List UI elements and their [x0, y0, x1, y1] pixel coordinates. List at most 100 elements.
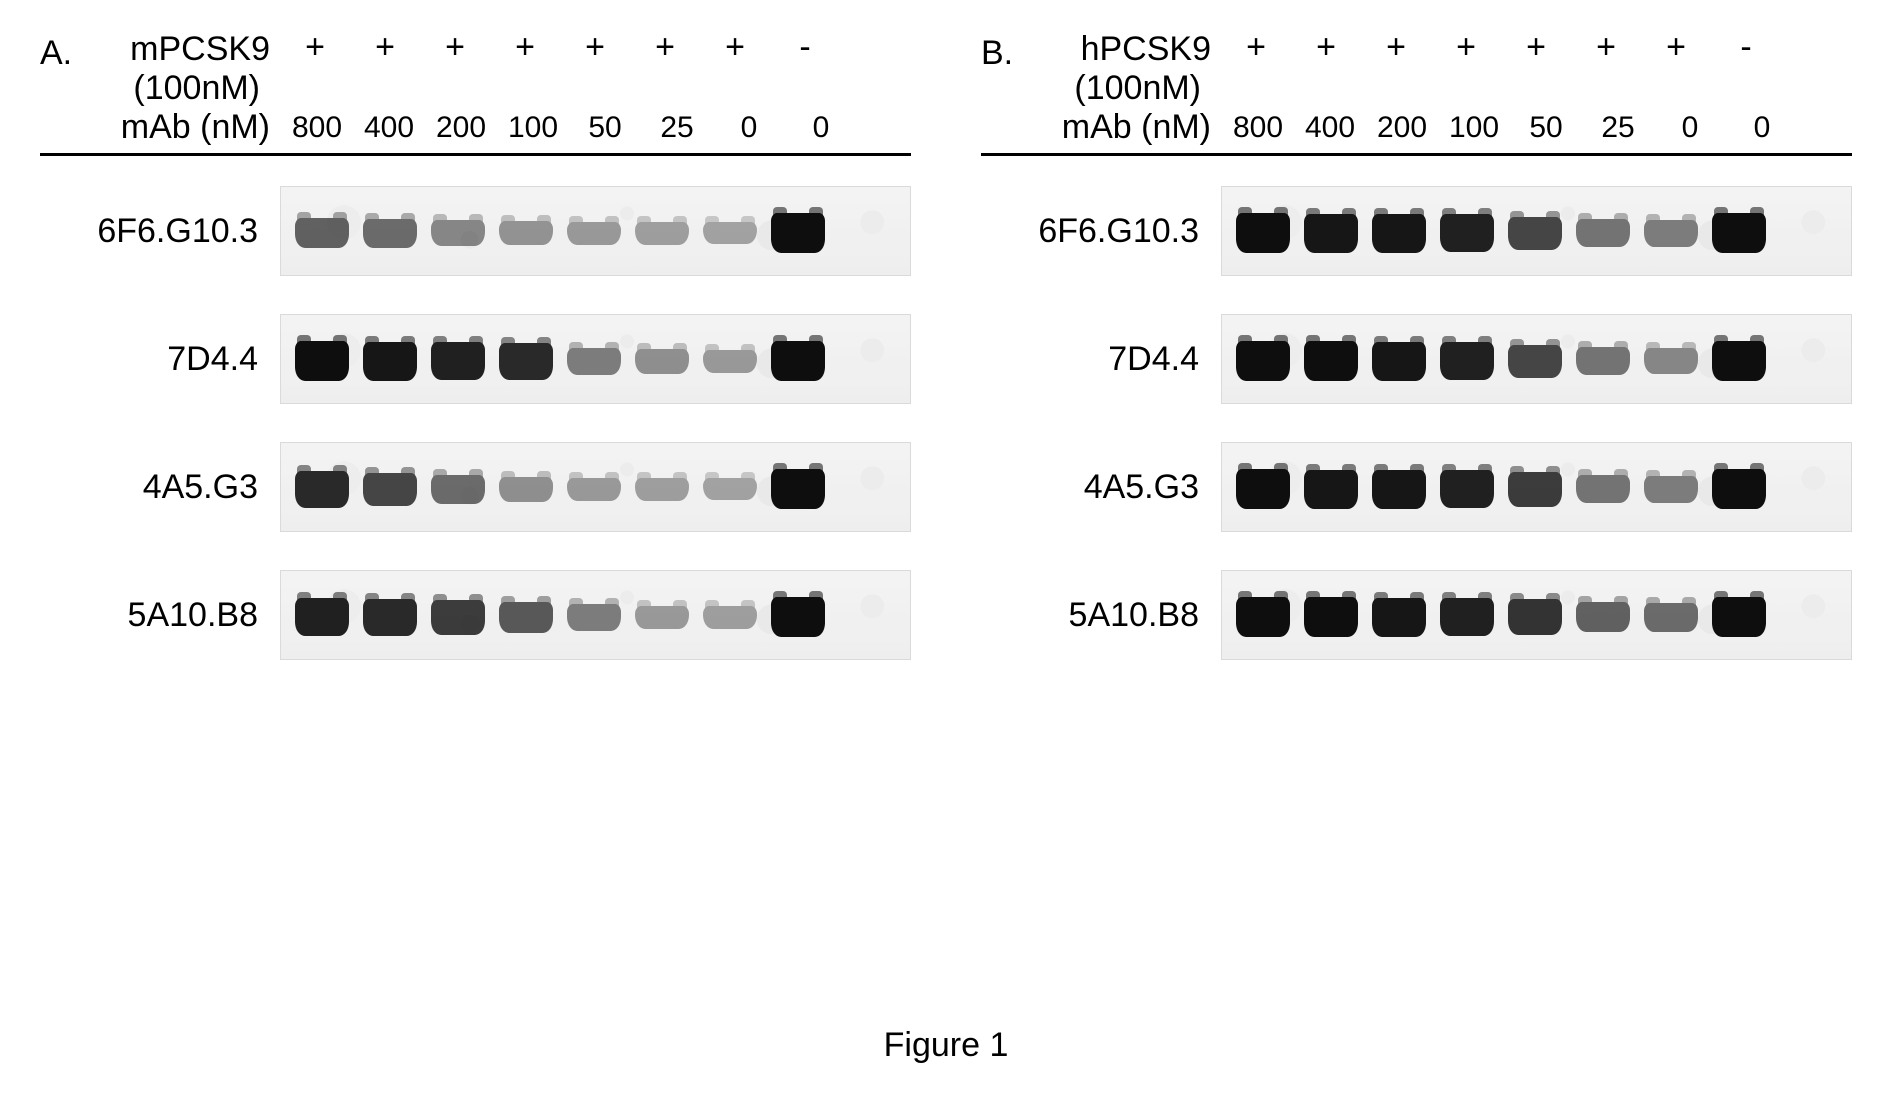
gel-lane [1640, 187, 1702, 275]
gel-lane [1640, 443, 1702, 531]
gel-band [1576, 347, 1630, 375]
gel-lane [1572, 443, 1634, 531]
gel-lane [1708, 571, 1770, 659]
gel-lane [359, 571, 421, 659]
presence-symbol: + [1291, 30, 1361, 64]
presence-symbol: + [1641, 30, 1711, 64]
western-blot-strip [1221, 186, 1852, 276]
gel-band [635, 478, 689, 501]
gel-lane [699, 315, 761, 403]
gel-band [1236, 213, 1290, 253]
gel-band [1236, 469, 1290, 509]
gel-band [1508, 599, 1562, 635]
gel-lane [1436, 187, 1498, 275]
blot-row: 6F6.G10.3 [981, 186, 1852, 276]
mab-concentration: 800 [1223, 113, 1293, 143]
panel-b: B.hPCSK9(100nM)+++++++-mAb (nM)800400200… [981, 30, 1852, 660]
gel-lane [1436, 571, 1498, 659]
gel-band [703, 478, 757, 500]
gel-band [567, 222, 621, 246]
gel-lane [291, 571, 353, 659]
mab-concentration: 800 [282, 113, 352, 143]
protein-label: hPCSK9(100nM) [1011, 30, 1221, 108]
gel-lane [1368, 187, 1430, 275]
gel-lane [631, 315, 693, 403]
western-blot-strip [280, 186, 911, 276]
gel-lane [359, 443, 421, 531]
gel-band [635, 606, 689, 630]
gel-lane [1504, 315, 1566, 403]
gel-band [363, 342, 417, 381]
gel-lane [1708, 443, 1770, 531]
gel-lane [699, 443, 761, 531]
mab-concentration: 0 [1655, 113, 1725, 143]
panels-row: A.mPCSK9(100nM)+++++++-mAb (nM)800400200… [40, 30, 1852, 660]
gel-lane [631, 571, 693, 659]
antibody-label: 5A10.B8 [981, 596, 1221, 635]
gel-lane [1368, 315, 1430, 403]
western-blot-strip [1221, 442, 1852, 532]
gel-lane [495, 315, 557, 403]
blot-row: 7D4.4 [40, 314, 911, 404]
header-rule [40, 153, 911, 156]
gel-band [1440, 342, 1494, 380]
gel-lane [631, 443, 693, 531]
gel-lane [1504, 571, 1566, 659]
panel-header-row-2: mAb (nM)800400200100502500 [40, 108, 911, 147]
western-blot-strip [280, 314, 911, 404]
gel-lane [563, 443, 625, 531]
gel-lane [1572, 571, 1634, 659]
gel-lane [699, 571, 761, 659]
gel-lane [1368, 443, 1430, 531]
presence-symbol: + [1501, 30, 1571, 64]
gel-lane [359, 315, 421, 403]
presence-symbol: + [630, 30, 700, 64]
presence-symbol: - [770, 30, 840, 64]
mab-concentration: 100 [1439, 113, 1509, 143]
gel-band [1440, 214, 1494, 252]
gel-band [431, 220, 485, 246]
presence-symbol: + [1571, 30, 1641, 64]
western-blot-strip [280, 570, 911, 660]
gel-band [1712, 213, 1766, 253]
gel-lane [1300, 443, 1362, 531]
gel-lane [1368, 571, 1430, 659]
header-rule [981, 153, 1852, 156]
mab-label: mAb (nM) [981, 108, 1221, 147]
blot-row: 4A5.G3 [981, 442, 1852, 532]
gel-band [499, 221, 553, 245]
mab-label: mAb (nM) [40, 108, 280, 147]
presence-symbol: + [490, 30, 560, 64]
presence-symbol: + [700, 30, 770, 64]
gel-band [431, 342, 485, 380]
gel-lane [767, 315, 829, 403]
figure-caption: Figure 1 [0, 1026, 1892, 1065]
gel-band [1508, 345, 1562, 378]
gel-band [1576, 219, 1630, 247]
blot-row: 5A10.B8 [40, 570, 911, 660]
gel-lane [699, 187, 761, 275]
gel-lane [1640, 571, 1702, 659]
gel-band [771, 213, 825, 253]
gel-band [295, 471, 349, 508]
gel-band [363, 219, 417, 248]
gel-lane [1640, 315, 1702, 403]
gel-lane [1504, 187, 1566, 275]
gel-band [1304, 341, 1358, 381]
panel-header-row-1: A.mPCSK9(100nM)+++++++- [40, 30, 911, 108]
gel-band [1372, 598, 1426, 637]
blot-row: 4A5.G3 [40, 442, 911, 532]
gel-band [567, 348, 621, 375]
gel-band [703, 350, 757, 374]
gel-band [635, 222, 689, 245]
gel-lane [1436, 315, 1498, 403]
mab-concentration: 25 [1583, 113, 1653, 143]
gel-lane [427, 315, 489, 403]
gel-band [567, 604, 621, 631]
gel-lane [563, 571, 625, 659]
mab-concentration: 25 [642, 113, 712, 143]
mab-concentration: 200 [426, 113, 496, 143]
gel-band [1644, 220, 1698, 247]
presence-symbol: + [560, 30, 630, 64]
gel-lane [563, 187, 625, 275]
